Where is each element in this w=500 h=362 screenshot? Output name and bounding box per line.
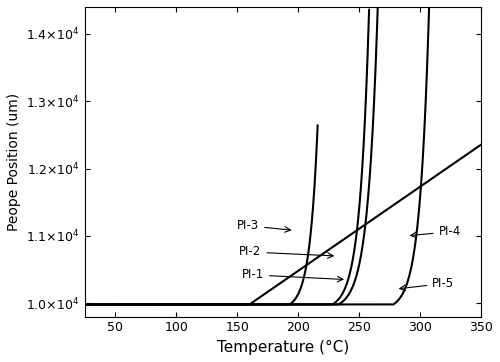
Text: PI-2: PI-2 bbox=[240, 245, 333, 258]
Text: PI-5: PI-5 bbox=[400, 277, 454, 291]
Text: PI-4: PI-4 bbox=[410, 225, 461, 238]
Text: PI-1: PI-1 bbox=[242, 268, 343, 282]
Text: PI-3: PI-3 bbox=[237, 219, 290, 232]
Y-axis label: Peope Position (um): Peope Position (um) bbox=[7, 93, 21, 231]
X-axis label: Temperature (°C): Temperature (°C) bbox=[217, 340, 349, 355]
